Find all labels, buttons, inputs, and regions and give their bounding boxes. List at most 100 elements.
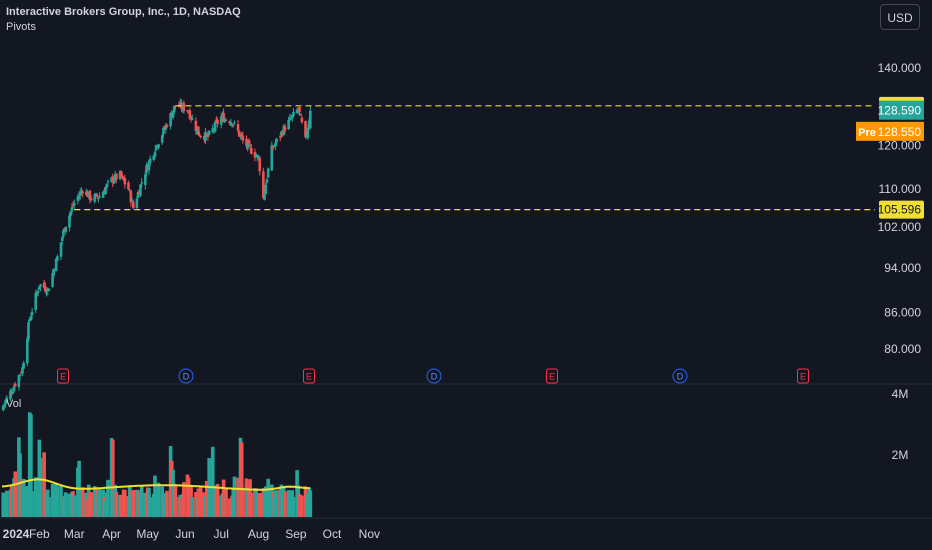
- candle: [94, 193, 98, 195]
- earnings-marker-icon: [546, 368, 558, 384]
- time-tick-label: Nov: [359, 527, 380, 541]
- candle-body: [216, 120, 219, 124]
- candle: [164, 123, 168, 134]
- candle-body: [211, 128, 215, 133]
- candle-body: [164, 125, 168, 130]
- candle-body: [256, 154, 259, 158]
- volume-bar: [165, 490, 169, 517]
- volume-bar: [139, 485, 144, 517]
- candle: [18, 374, 22, 381]
- candle-body: [56, 256, 59, 261]
- price-tick-label: 110.000: [879, 182, 922, 196]
- candle-body: [39, 284, 42, 287]
- candle: [105, 183, 109, 191]
- candle: [88, 189, 92, 204]
- indicator-label[interactable]: Pivots: [6, 21, 36, 33]
- time-tick-label: Aug: [248, 527, 269, 541]
- candle-body: [204, 132, 207, 141]
- earnings-marker-icon: [57, 368, 69, 384]
- candle-body: [36, 291, 40, 293]
- candle: [148, 155, 152, 167]
- currency-button[interactable]: USD: [880, 4, 920, 30]
- candle-body: [64, 226, 68, 232]
- price-tick-label: 94.000: [884, 261, 921, 275]
- volume-bar: [21, 478, 26, 517]
- candle-body: [111, 176, 115, 183]
- candle: [283, 123, 287, 134]
- earnings-marker-label: E: [306, 372, 312, 382]
- candle: [157, 143, 160, 150]
- candle: [130, 197, 134, 203]
- volume-bar: [38, 457, 43, 517]
- volume-bar: [173, 486, 178, 517]
- time-tick-label: Jul: [214, 527, 229, 541]
- volume-bar: [13, 471, 18, 517]
- candle: [186, 109, 189, 113]
- volume-tick-label: 2M: [892, 448, 909, 462]
- candle: [36, 287, 40, 297]
- pivot-level-badge: [879, 200, 924, 219]
- candle: [98, 192, 101, 199]
- candle: [295, 107, 299, 114]
- price-tick-label: 102.000: [878, 220, 922, 234]
- candle: [111, 173, 115, 188]
- volume-bar: [47, 497, 51, 517]
- dividend-marker-label: D: [431, 372, 438, 382]
- candle: [127, 180, 130, 190]
- volume-bar: [55, 486, 60, 517]
- candle: [129, 189, 133, 207]
- volume-bar: [131, 489, 136, 517]
- candle-body: [97, 197, 100, 200]
- candle-body: [275, 138, 278, 143]
- candle-body: [262, 171, 265, 198]
- candle-body: [71, 205, 75, 207]
- candle-body: [81, 191, 84, 194]
- candle-body: [139, 184, 142, 196]
- candle: [258, 155, 262, 176]
- candle-body: [289, 118, 293, 120]
- candle-body: [250, 147, 253, 154]
- candle: [266, 167, 270, 179]
- last-price-value: 128.590: [878, 104, 922, 118]
- candle: [47, 288, 51, 291]
- volume-bar: [190, 497, 195, 517]
- candle: [72, 199, 76, 210]
- candle-body: [147, 161, 151, 171]
- candle-body: [95, 194, 99, 197]
- candle-body: [115, 173, 118, 180]
- candle: [292, 108, 295, 118]
- candle-body: [248, 144, 252, 147]
- volume-bar: [29, 414, 33, 517]
- candle-body: [45, 293, 48, 295]
- candle: [56, 254, 59, 262]
- candle-body: [148, 158, 152, 164]
- time-tick-label: Sep: [285, 527, 307, 541]
- candle-body: [207, 131, 211, 136]
- candle-body: [105, 184, 109, 188]
- candle: [9, 388, 12, 402]
- candle-body: [38, 286, 41, 289]
- candle-body: [11, 391, 15, 394]
- candle: [97, 197, 100, 203]
- candle-body: [172, 105, 176, 113]
- candle-body: [123, 178, 127, 185]
- earnings-marker-icon: [303, 368, 315, 384]
- candle-body: [292, 111, 295, 116]
- volume-bar: [198, 485, 203, 517]
- candle: [78, 188, 82, 200]
- candle-body: [112, 180, 116, 184]
- price-tick-label: 120.000: [878, 138, 922, 152]
- candle: [17, 374, 21, 391]
- candle-body: [30, 311, 34, 315]
- candle: [131, 199, 135, 210]
- pre-market-tag-badge: [856, 121, 879, 141]
- candle: [135, 196, 139, 209]
- symbol-title[interactable]: Interactive Brokers Group, Inc., 1D, NAS…: [6, 6, 241, 18]
- volume-bar: [123, 490, 127, 517]
- candle-body: [198, 134, 201, 136]
- dividend-marker-label: D: [677, 372, 684, 382]
- candle-body: [12, 386, 16, 392]
- candle: [197, 126, 200, 135]
- candle-body: [127, 182, 130, 190]
